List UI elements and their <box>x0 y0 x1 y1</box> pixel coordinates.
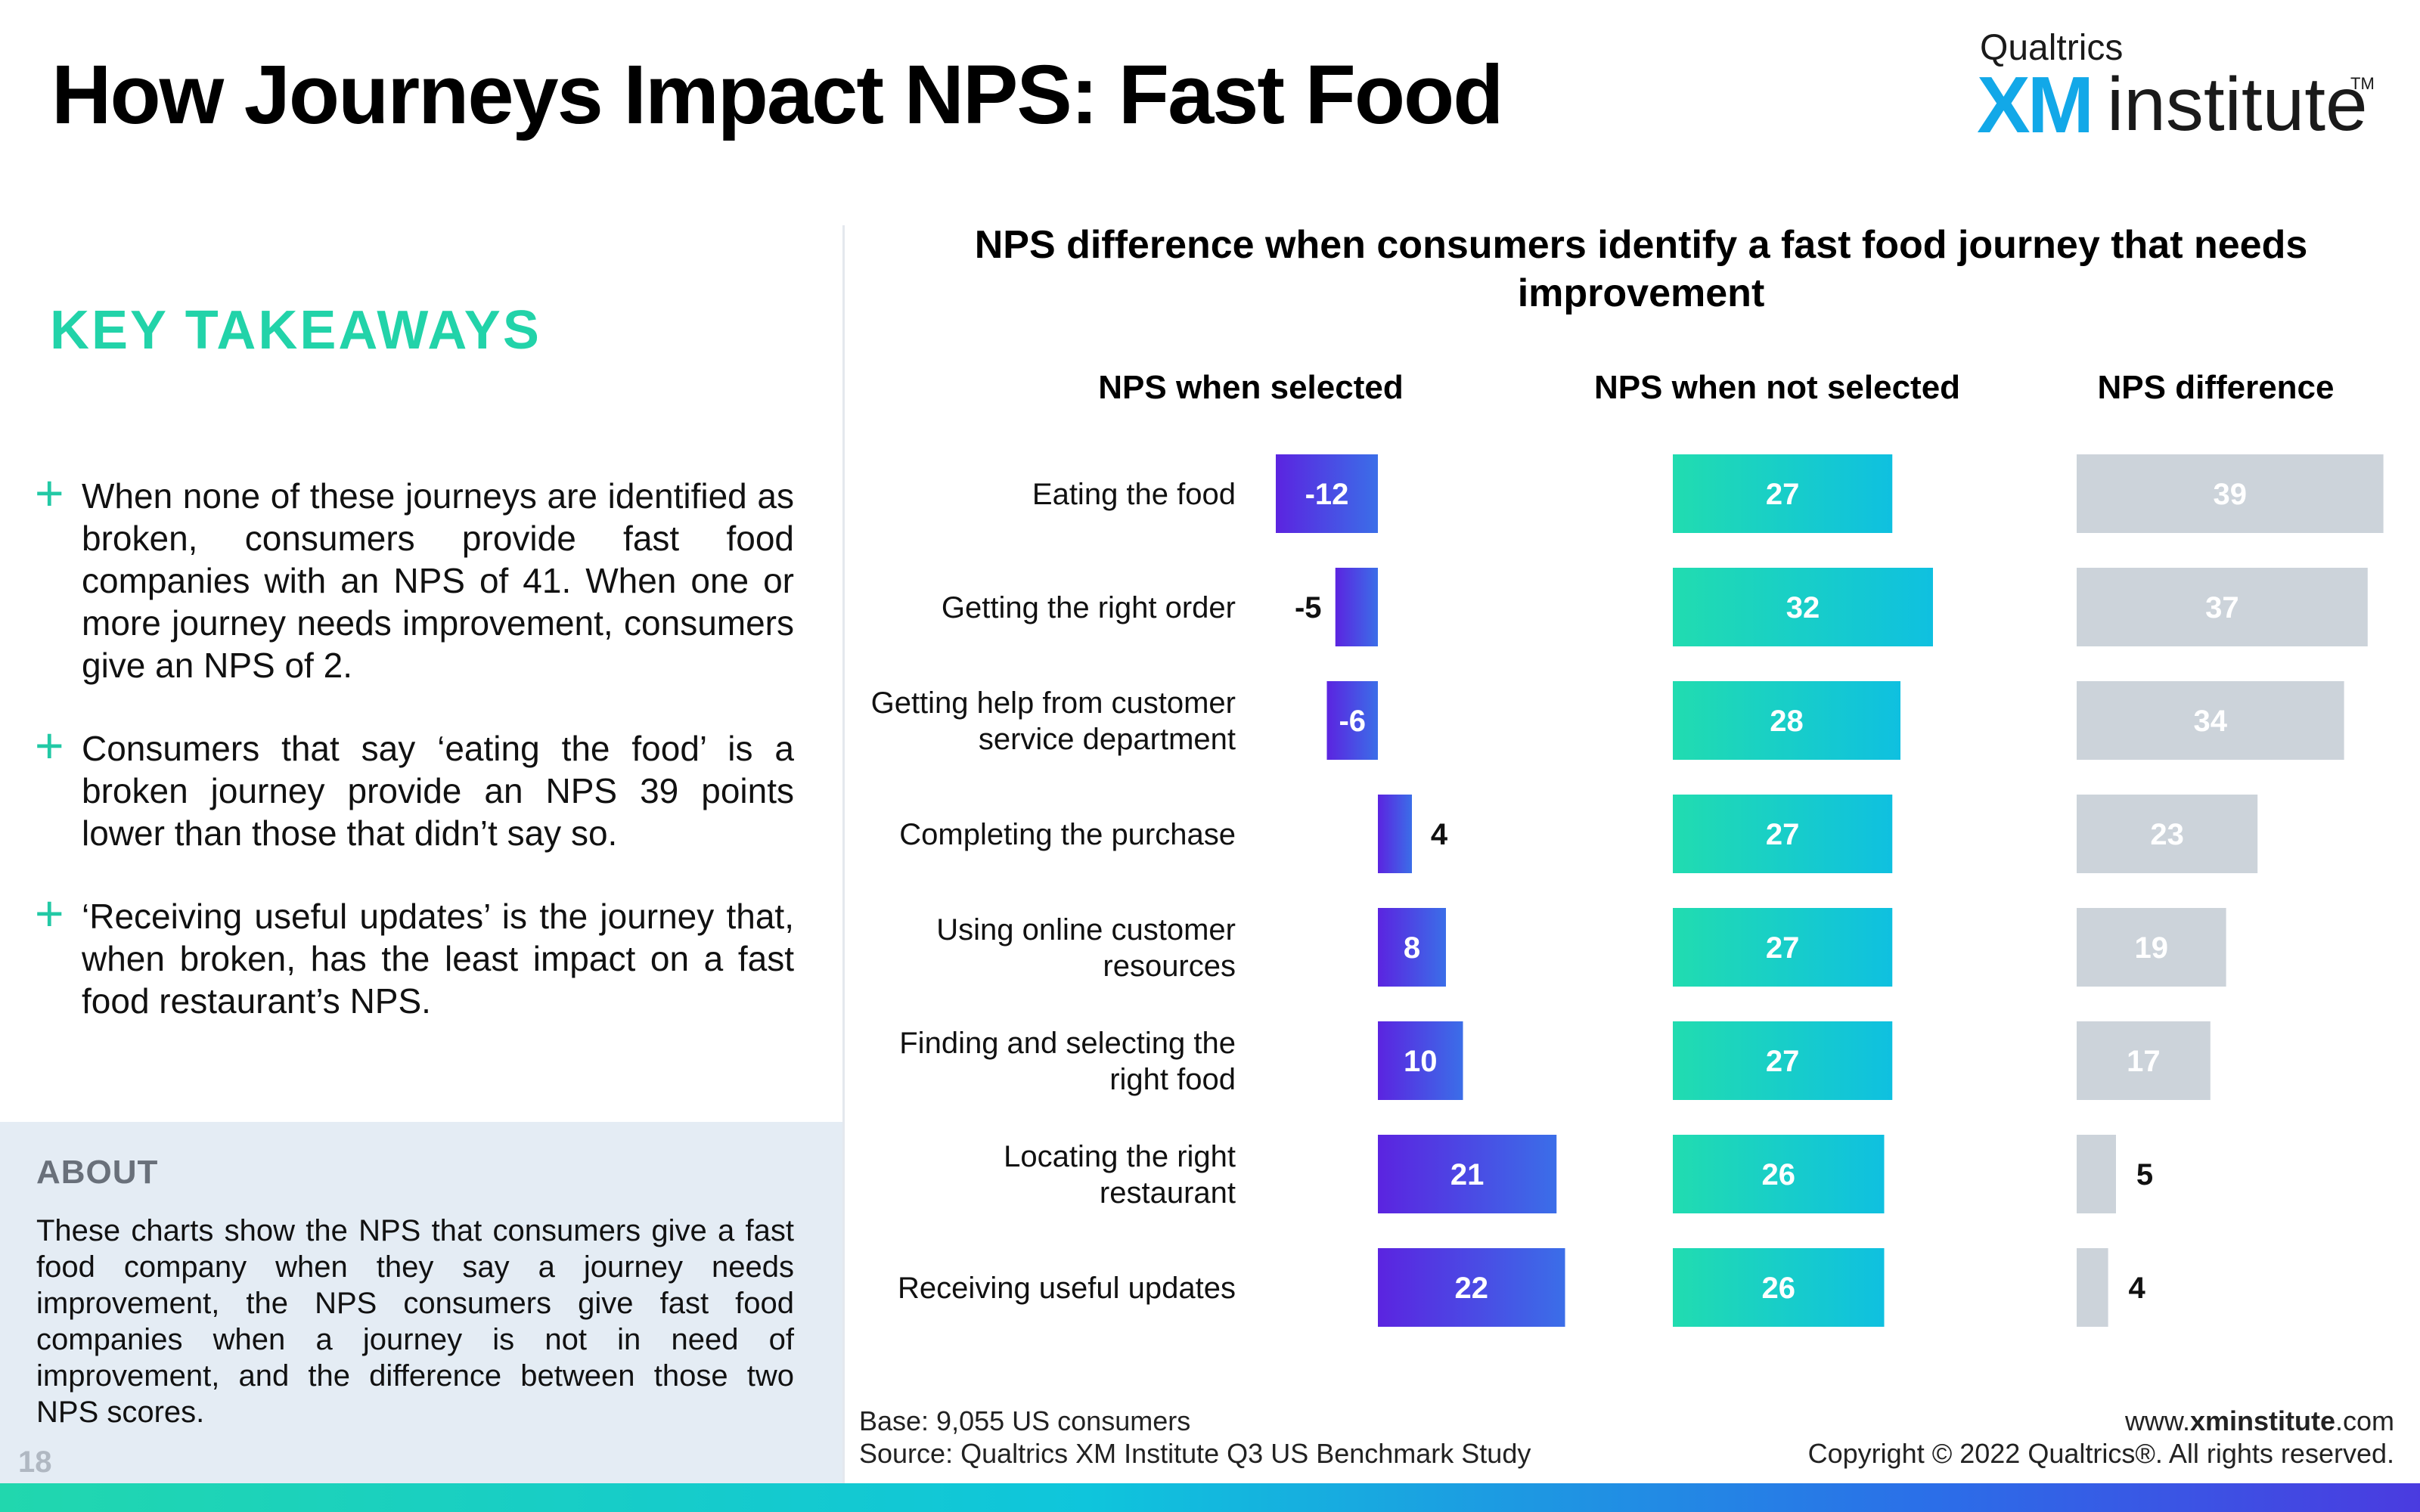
bar-selected <box>1378 795 1412 873</box>
category-label: Getting the right order <box>942 591 1236 624</box>
category-label: Using online customer <box>936 913 1236 947</box>
category-label: Completing the purchase <box>899 818 1236 851</box>
bar-selected <box>1326 681 1378 760</box>
bar-not-selected <box>1673 795 1893 873</box>
bar-not-selected <box>1673 1135 1885 1213</box>
website-suffix: .com <box>2335 1405 2394 1436</box>
bar-difference <box>2077 1248 2108 1327</box>
page-number: 18 <box>18 1445 52 1479</box>
bar-difference <box>2077 454 2384 533</box>
bar-difference <box>2077 1021 2211 1100</box>
bottom-gradient-bar <box>0 1483 2420 1512</box>
category-label: service department <box>979 723 1236 756</box>
value-label-difference: 19 <box>2135 931 2169 965</box>
takeaway-text: Consumers that say ‘eating the food’ is … <box>82 729 794 853</box>
value-label-not-selected: 27 <box>1766 1045 1800 1078</box>
bar-not-selected <box>1673 908 1893 987</box>
logo-qualtrics-text: Qualtrics <box>1980 28 2124 68</box>
value-label-selected: -6 <box>1339 705 1366 738</box>
bar-difference <box>2077 908 2226 987</box>
column-divider <box>842 225 845 1483</box>
bar-difference <box>2077 681 2344 760</box>
value-label-selected: 4 <box>1431 818 1448 851</box>
value-label-not-selected: 28 <box>1770 705 1804 738</box>
footer-source-block: Base: 9,055 US consumers Source: Qualtri… <box>859 1405 1531 1470</box>
value-label-selected: 10 <box>1404 1045 1438 1078</box>
bar-selected <box>1378 1135 1557 1213</box>
value-label-difference: 34 <box>2194 705 2228 738</box>
value-label-difference: 37 <box>2205 591 2239 624</box>
bar-difference <box>2077 1135 2116 1213</box>
takeaway-item: + ‘Receiving useful updates’ is the jour… <box>35 885 794 1022</box>
bar-difference <box>2077 795 2258 873</box>
category-label: right food <box>1109 1063 1236 1096</box>
xm-institute-logo: Qualtrics XM institute TM <box>1977 27 2375 150</box>
about-panel <box>0 1122 842 1483</box>
bar-not-selected <box>1673 1248 1885 1327</box>
column-header-not-selected: NPS when not selected <box>1593 369 1961 406</box>
footer-copyright-block: www.xminstitute.com Copyright © 2022 Qua… <box>1808 1405 2394 1470</box>
takeaway-text: When none of these journeys are identifi… <box>82 476 794 685</box>
bar-selected <box>1335 568 1378 646</box>
value-label-not-selected: 27 <box>1766 478 1800 511</box>
takeaway-text: ‘Receiving useful updates’ is the journe… <box>82 897 794 1021</box>
footer-base: Base: 9,055 US consumers <box>859 1405 1191 1436</box>
key-takeaways-heading: KEY TAKEAWAYS <box>50 300 541 361</box>
page-title: How Journeys Impact NPS: Fast Food <box>51 48 1503 141</box>
value-label-difference: 23 <box>2150 818 2184 851</box>
bar-selected <box>1378 908 1446 987</box>
takeaway-item: + When none of these journeys are identi… <box>35 465 794 686</box>
value-label-not-selected: 27 <box>1766 931 1800 965</box>
value-label-not-selected: 27 <box>1766 818 1800 851</box>
logo-institute-text: institute <box>2107 62 2368 147</box>
plus-icon: + <box>35 885 64 941</box>
bar-selected <box>1276 454 1378 533</box>
bar-selected <box>1378 1248 1565 1327</box>
bar-selected <box>1378 1021 1463 1100</box>
value-label-difference: 39 <box>2214 478 2248 511</box>
bar-difference <box>2077 568 2368 646</box>
logo-xm-text: XM <box>1977 60 2094 150</box>
bar-not-selected <box>1673 681 1900 760</box>
plus-icon: + <box>35 717 64 773</box>
value-label-not-selected: 26 <box>1762 1158 1796 1191</box>
value-label-selected: 8 <box>1404 931 1420 965</box>
about-heading: ABOUT <box>36 1154 159 1191</box>
category-label: restaurant <box>1100 1176 1236 1210</box>
category-label: Locating the right <box>1004 1140 1236 1173</box>
category-label: Finding and selecting the <box>899 1027 1236 1060</box>
column-header-difference: NPS difference <box>2097 369 2335 406</box>
value-label-selected: -12 <box>1305 478 1349 511</box>
website-domain: xminstitute <box>2189 1405 2335 1436</box>
category-label: Receiving useful updates <box>898 1272 1236 1305</box>
category-label: resources <box>1103 950 1236 983</box>
value-label-not-selected: 26 <box>1762 1272 1796 1305</box>
plus-icon: + <box>35 465 64 521</box>
bar-not-selected <box>1673 568 1933 646</box>
logo-trademark: TM <box>2350 74 2375 93</box>
value-label-selected: 21 <box>1450 1158 1485 1191</box>
footer-website[interactable]: www.xminstitute.com <box>1808 1405 2394 1437</box>
bar-not-selected <box>1673 1021 1893 1100</box>
value-label-difference: 17 <box>2127 1045 2161 1078</box>
value-label-not-selected: 32 <box>1786 591 1820 624</box>
value-label-selected: 22 <box>1455 1272 1489 1305</box>
value-label-difference: 4 <box>2128 1272 2145 1305</box>
column-header-selected: NPS when selected <box>1098 369 1404 406</box>
footer-source: Source: Qualtrics XM Institute Q3 US Ben… <box>859 1438 1531 1469</box>
website-prefix: www. <box>2124 1405 2190 1436</box>
takeaway-item: + Consumers that say ‘eating the food’ i… <box>35 717 794 854</box>
chart-title: NPS difference when consumers identify a… <box>974 223 2308 315</box>
value-label-selected: -5 <box>1295 591 1322 624</box>
bar-not-selected <box>1673 454 1893 533</box>
category-label: Getting help from customer <box>871 686 1236 720</box>
category-label: Eating the food <box>1032 478 1236 511</box>
footer-copyright: Copyright © 2022 Qualtrics®. All rights … <box>1807 1438 2394 1469</box>
about-text: These charts show the NPS that consumers… <box>36 1214 794 1429</box>
value-label-difference: 5 <box>2136 1158 2153 1191</box>
